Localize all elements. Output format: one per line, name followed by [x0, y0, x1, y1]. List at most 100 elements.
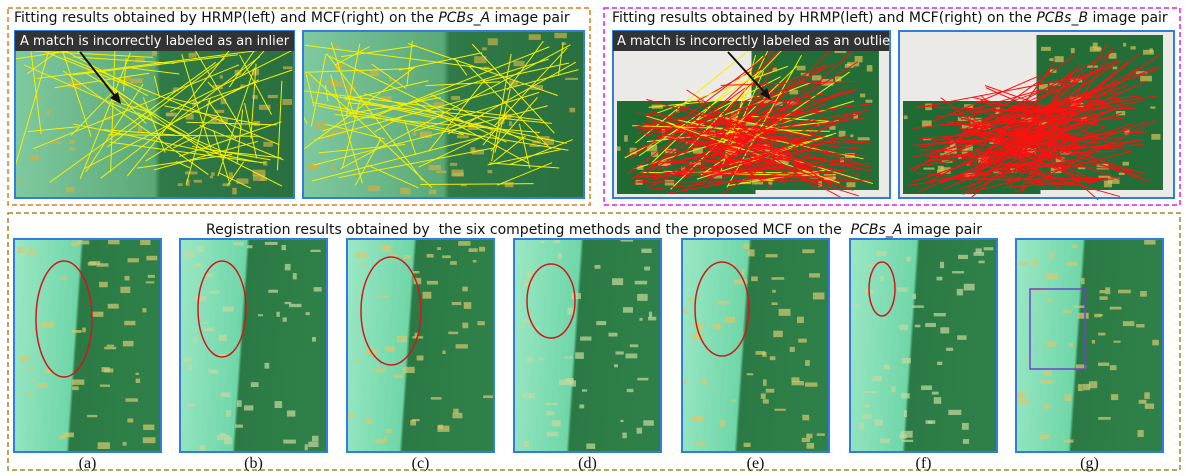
circuit-detail — [1071, 48, 1075, 53]
circuit-detail — [623, 307, 633, 313]
circuit-detail — [366, 418, 371, 424]
circuit-detail — [450, 163, 457, 166]
circuit-detail — [452, 302, 462, 305]
circuit-detail — [384, 437, 387, 442]
circuit-detail — [798, 339, 807, 343]
circuit-detail — [863, 414, 872, 418]
circuit-detail — [1041, 380, 1054, 384]
panel-title: Fitting results obtained by HRMP(left) a… — [612, 10, 1168, 26]
circuit-detail — [1089, 381, 1097, 388]
circuit-detail — [880, 276, 884, 281]
circuit-detail — [185, 171, 197, 174]
circuit-detail — [748, 249, 754, 256]
circuit-detail — [457, 135, 469, 138]
circuit-detail — [873, 376, 882, 381]
title-dataset: PCBs_A — [438, 10, 490, 26]
circuit-detail — [952, 271, 964, 273]
circuit-detail — [488, 38, 498, 45]
circuit-detail — [540, 241, 544, 243]
subfigure-label: (e) — [747, 455, 765, 472]
circuit-detail — [120, 287, 130, 293]
subfigure-label: (g) — [1080, 455, 1099, 472]
circuit-detail — [809, 273, 820, 277]
panel-title: Fitting results obtained by HRMP(left) a… — [14, 10, 570, 26]
circuit-detail — [220, 75, 223, 78]
circuit-detail — [143, 425, 154, 430]
circuit-detail — [312, 436, 318, 442]
circuit-detail — [1069, 343, 1073, 347]
circuit-detail — [368, 186, 380, 192]
circuit-detail — [232, 188, 237, 195]
circuit-detail — [558, 253, 562, 259]
circuit-detail — [108, 240, 119, 244]
circuit-detail — [1098, 333, 1105, 336]
circuit-detail — [625, 354, 637, 359]
circuit-detail — [1044, 404, 1049, 409]
circuit-detail — [37, 383, 47, 388]
circuit-detail — [797, 66, 806, 71]
circuit-detail — [1094, 48, 1102, 51]
circuit-detail — [527, 357, 533, 362]
circuit-detail — [143, 437, 156, 443]
circuit-detail — [265, 242, 278, 245]
circuit-detail — [123, 341, 134, 347]
circuit-detail — [193, 338, 197, 342]
circuit-detail — [1105, 287, 1110, 294]
circuit-detail — [194, 180, 202, 183]
circuit-detail — [524, 441, 529, 447]
circuit-detail — [25, 393, 34, 396]
circuit-detail — [596, 321, 606, 325]
circuit-detail — [586, 443, 595, 448]
circuit-detail — [684, 380, 687, 384]
circuit-detail — [637, 378, 648, 381]
circuit-detail — [385, 347, 395, 352]
circuit-detail — [423, 292, 432, 299]
circuit-detail — [1111, 394, 1118, 400]
circuit-detail — [82, 328, 86, 333]
circuit-detail — [864, 391, 877, 393]
circuit-detail — [247, 245, 253, 248]
circuit-detail — [806, 434, 812, 439]
circuit-detail — [453, 409, 458, 414]
circuit-detail — [417, 355, 424, 360]
circuit-detail — [203, 322, 209, 324]
circuit-detail — [275, 401, 282, 408]
circuit-detail — [540, 357, 543, 361]
circuit-detail — [850, 303, 859, 306]
circuit-detail — [451, 96, 460, 100]
circuit-detail — [637, 428, 643, 434]
circuit-detail — [1140, 291, 1147, 297]
circuit-detail — [17, 247, 25, 253]
circuit-detail — [448, 332, 458, 335]
circuit-detail — [276, 312, 279, 317]
circuit-detail — [458, 241, 470, 246]
circuit-detail — [72, 386, 79, 390]
circuit-detail — [770, 356, 776, 360]
circuit-detail — [635, 281, 647, 285]
circuit-detail — [482, 47, 487, 50]
circuit-detail — [429, 190, 436, 195]
circuit-detail — [630, 344, 638, 347]
circuit-detail — [940, 327, 949, 333]
circuit-detail — [47, 110, 50, 117]
circuit-detail — [30, 367, 34, 369]
circuit-detail — [464, 302, 472, 309]
image — [180, 239, 327, 452]
circuit-detail — [925, 323, 936, 327]
circuit-detail — [1017, 392, 1026, 399]
circuit-detail — [964, 284, 975, 291]
circuit-detail — [72, 379, 84, 384]
circuit-detail — [637, 294, 648, 301]
circuit-detail — [644, 267, 650, 271]
circuit-detail — [251, 382, 259, 387]
circuit-detail — [235, 425, 243, 428]
circuit-detail — [846, 182, 855, 187]
circuit-detail — [771, 277, 784, 280]
circuit-detail — [223, 183, 231, 186]
circuit-detail — [104, 347, 116, 350]
circuit-detail — [99, 282, 108, 287]
circuit-detail — [442, 351, 445, 354]
circuit-detail — [921, 385, 932, 390]
title-dataset: PCBs_B — [1036, 10, 1088, 26]
circuit-detail — [1072, 245, 1077, 248]
